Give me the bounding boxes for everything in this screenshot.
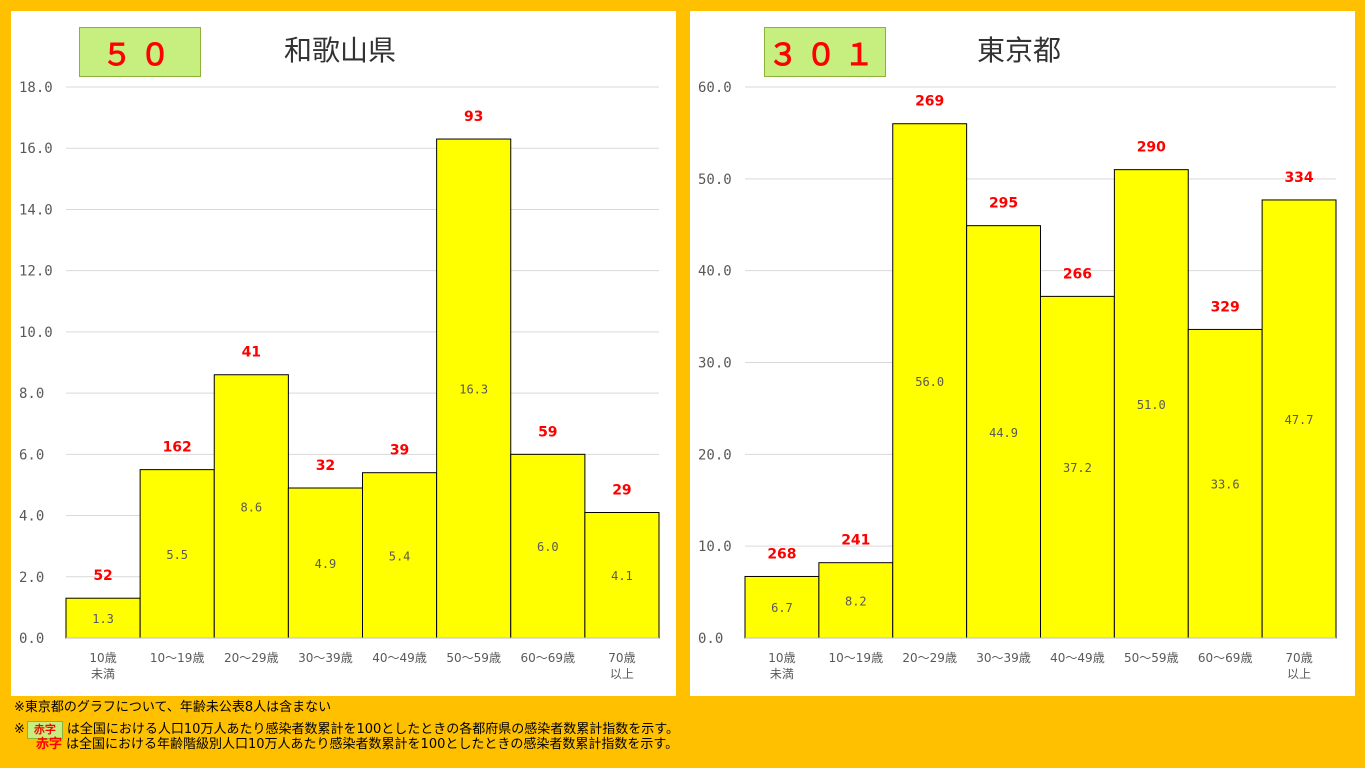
x-tick-label: 60～69歳 — [1198, 651, 1253, 665]
bar-value-label: 56.0 — [915, 375, 944, 389]
footnote-3: 赤字 は全国における年齢階級別人口10万人あたり感染者数累計を100としたときの感… — [14, 736, 679, 754]
bar-value-label: 33.6 — [1211, 478, 1240, 492]
bar — [818, 562, 894, 639]
x-tick-label: 10～19歳 — [829, 651, 884, 665]
bar-value-label: 5.5 — [166, 548, 188, 562]
legend-green-box: 赤字 — [26, 721, 63, 739]
x-tick-label: 50～59歳 — [446, 651, 501, 665]
chart-panel-tokyo: ３０１ 東京都 0.0 10.0 20.0 30.0 40.0 50.0 60.0 6.7 26… — [690, 11, 1355, 696]
x-tick-label: 10歳 — [768, 651, 795, 665]
bar-index-label: 162 — [163, 440, 192, 456]
x-tick-label: 30～39歳 — [976, 651, 1031, 665]
bar-index-label: 241 — [841, 533, 870, 549]
y-tick-label: 20.0 — [698, 447, 732, 463]
bar-value-label: 51.0 — [1137, 398, 1166, 412]
footnote-2-text: は全国における人口10万人あたり感染者数累計を100としたときの各都府県の感染者… — [66, 722, 679, 737]
footnote-2-prefix: ※ — [14, 722, 25, 737]
x-tick-label: 70歳 — [1285, 651, 1312, 665]
bar-index-label: 32 — [316, 458, 335, 474]
bar-index-label: 295 — [989, 196, 1018, 212]
bar-index-label: 52 — [93, 568, 112, 584]
x-tick-label: 30～39歳 — [298, 651, 353, 665]
bar-index-label: 39 — [390, 443, 409, 459]
bar-value-label: 8.6 — [240, 500, 262, 514]
bar-value-label: 37.2 — [1063, 461, 1092, 475]
y-tick-label: 10.0 — [19, 325, 53, 341]
bar-value-label: 4.1 — [611, 569, 633, 583]
bar-value-label: 5.4 — [389, 549, 411, 563]
bar — [1261, 199, 1337, 639]
bar — [1113, 169, 1189, 639]
x-tick-label: 20～29歳 — [224, 651, 279, 665]
x-tick-label: 60～69歳 — [521, 651, 576, 665]
bar — [584, 511, 660, 639]
bar — [892, 123, 968, 639]
bar-value-label: 44.9 — [989, 426, 1018, 440]
y-tick-label: 0.0 — [19, 631, 44, 647]
chart-title: 和歌山県 — [284, 34, 397, 67]
x-tick-label: 10歳 — [89, 651, 116, 665]
footnote-1: ※東京都のグラフについて、年齢未公表8人は含まない — [14, 700, 332, 715]
bar-value-label: 47.7 — [1285, 413, 1314, 427]
bar-value-label: 4.9 — [315, 557, 337, 571]
x-tick-label: 40～49歳 — [1050, 651, 1105, 665]
y-tick-label: 2.0 — [19, 570, 44, 586]
footnote-2: ※ 赤字 は全国における人口10万人あたり感染者数累計を100としたときの各都府県の… — [14, 721, 679, 739]
bar-value-label: 6.0 — [537, 540, 559, 554]
x-tick-label: 以上 — [610, 667, 634, 681]
y-tick-label: 30.0 — [698, 356, 732, 372]
y-tick-label: 12.0 — [19, 264, 53, 280]
bar-value-label: 6.7 — [771, 601, 793, 615]
bar-index-label: 290 — [1137, 140, 1166, 156]
bar-index-label: 59 — [538, 424, 557, 440]
bar — [213, 374, 289, 639]
y-tick-label: 60.0 — [698, 80, 732, 96]
bar-index-label: 93 — [464, 109, 483, 125]
y-tick-label: 6.0 — [19, 447, 44, 463]
x-tick-label: 以上 — [1287, 667, 1311, 681]
legend-red-label: 赤字 — [36, 737, 63, 752]
x-tick-label: 未満 — [770, 667, 794, 681]
index-badge: ５０ — [79, 27, 201, 77]
bar-index-label: 329 — [1211, 299, 1240, 315]
x-tick-label: 70歳 — [608, 651, 635, 665]
bar-value-label: 1.3 — [92, 612, 114, 626]
footnotes: ※東京都のグラフについて、年齢未公表8人は含まない ※ 赤字 は全国における人口10… — [14, 699, 679, 754]
y-tick-label: 40.0 — [698, 264, 732, 280]
chart-panel-wakayama: ５０ 和歌山県 0.0 2.0 4.0 6.0 8.0 10.0 12.0 14.0 16.0 1… — [11, 11, 676, 696]
index-badge: ３０１ — [764, 27, 886, 77]
bar-chart-wakayama: 0.0 2.0 4.0 6.0 8.0 10.0 12.0 14.0 16.0 18.0 1.3 52… — [19, 80, 660, 681]
bar-value-label: 16.3 — [459, 383, 488, 397]
x-tick-label: 50～59歳 — [1124, 651, 1179, 665]
bar-index-label: 29 — [612, 482, 631, 498]
bar-index-label: 41 — [242, 345, 261, 361]
bar-index-label: 268 — [767, 546, 796, 562]
y-tick-label: 18.0 — [19, 80, 53, 96]
y-tick-label: 16.0 — [19, 141, 53, 157]
bar — [966, 225, 1041, 639]
y-tick-label: 0.0 — [698, 631, 723, 647]
y-tick-label: 8.0 — [19, 386, 44, 402]
bar-index-label: 266 — [1063, 266, 1092, 282]
chart-title: 東京都 — [977, 34, 1062, 67]
bar — [287, 487, 363, 639]
y-tick-label: 4.0 — [19, 509, 44, 525]
x-tick-label: 10～19歳 — [150, 651, 205, 665]
y-tick-label: 50.0 — [698, 172, 732, 188]
bar-index-label: 334 — [1284, 170, 1313, 186]
bar — [1187, 328, 1263, 639]
x-tick-label: 20～29歳 — [902, 651, 957, 665]
bar-index-label: 269 — [915, 94, 944, 110]
bar — [362, 472, 438, 639]
bar-value-label: 8.2 — [845, 594, 867, 608]
x-tick-label: 40～49歳 — [372, 651, 427, 665]
bar — [436, 138, 512, 639]
y-tick-label: 10.0 — [698, 539, 732, 555]
x-tick-label: 未満 — [91, 667, 115, 681]
y-tick-label: 14.0 — [19, 202, 53, 218]
footnote-3-text: は全国における年齢階級別人口10万人あたり感染者数累計を100としたときの感染者… — [66, 737, 679, 752]
